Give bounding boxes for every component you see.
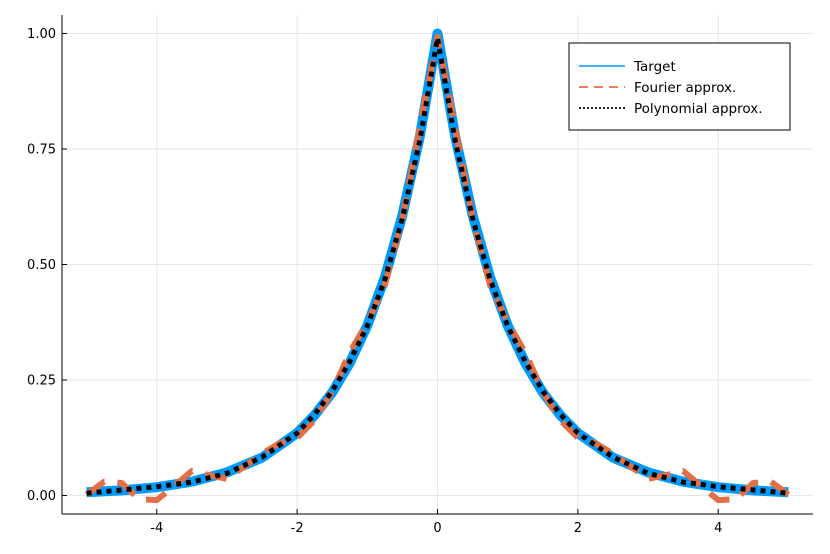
y-tick-label: 1.00 <box>27 27 56 42</box>
legend-label: Fourier approx. <box>634 80 736 96</box>
legend-label: Target <box>633 59 676 75</box>
series-line-3 <box>86 35 789 496</box>
x-tick-label: -2 <box>291 521 304 536</box>
series-lines <box>84 28 791 504</box>
x-tick-label: -4 <box>150 521 163 536</box>
y-tick-label: 0.75 <box>27 142 56 157</box>
x-tick-label: 4 <box>714 521 722 536</box>
x-tick-label: 0 <box>433 521 441 536</box>
y-tick-label: 0.00 <box>27 489 56 504</box>
axes <box>61 15 813 515</box>
x-tick-label: 2 <box>574 521 582 536</box>
legend: Target Fourier approx. Polynomial approx. <box>568 42 791 131</box>
series-line-2 <box>84 33 791 504</box>
y-tick-label: 0.50 <box>27 258 56 273</box>
y-tick-label: 0.25 <box>27 374 56 389</box>
legend-box <box>568 42 791 131</box>
legend-label: Polynomial approx. <box>634 101 762 117</box>
grid-lines <box>62 15 813 514</box>
tick-labels: -4 -2 0 2 4 0.00 0.25 0.50 0.75 1.00 <box>27 27 722 536</box>
